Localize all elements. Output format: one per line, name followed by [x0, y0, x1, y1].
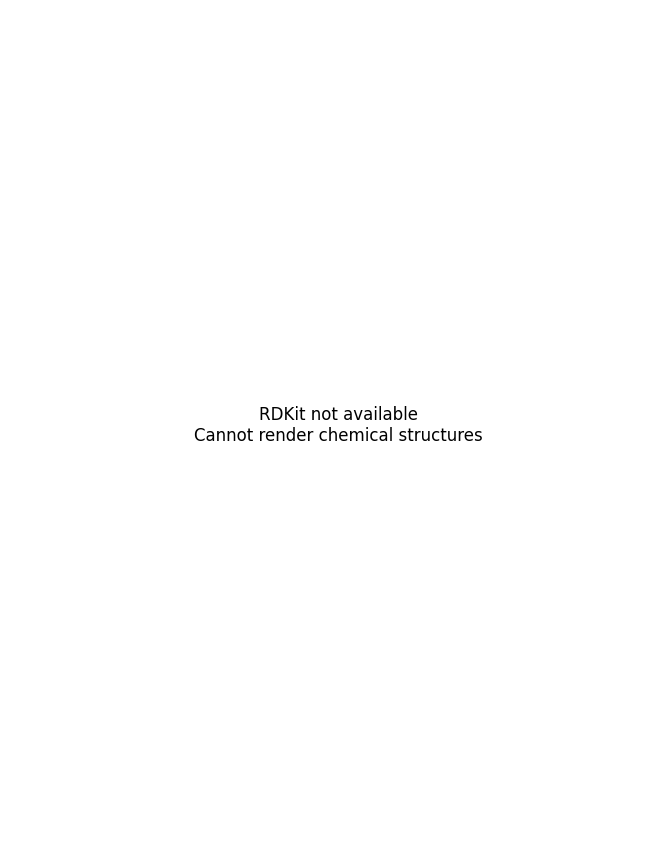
Text: RDKit not available
Cannot render chemical structures: RDKit not available Cannot render chemic…	[194, 406, 483, 445]
